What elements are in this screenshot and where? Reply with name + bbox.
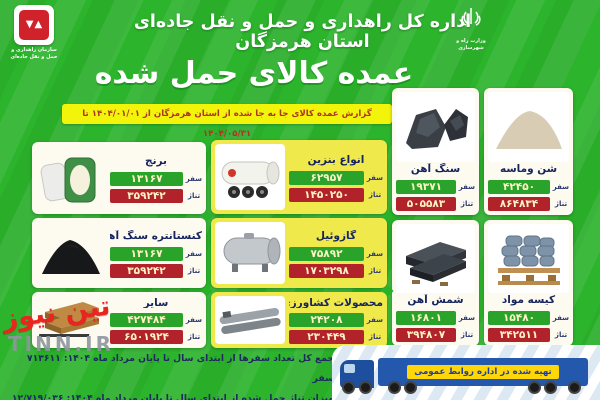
card-diesel: گازوئیل سفر ۷۵۸۹۲ تناژ ۱۷۰۳۲۹۸ bbox=[211, 218, 387, 288]
card-title: سنگ آهن bbox=[410, 163, 461, 175]
tonnage-value: ۶۵۰۱۹۲۴ bbox=[110, 330, 183, 344]
tonnage-label: تناژ bbox=[368, 266, 382, 275]
ministry-logo-caption: وزارت راه و شهرسازی bbox=[456, 38, 486, 51]
card-title: کنستانتره سنگ آهن bbox=[110, 229, 202, 242]
tonnage-value: ۳۵۹۲۴۲ bbox=[110, 263, 183, 278]
card-title: شمش آهن bbox=[407, 294, 464, 306]
trips-value: ۱۵۴۸۰ bbox=[488, 311, 550, 325]
tonnage-label: تناژ bbox=[368, 333, 382, 341]
tonnage-value: ۸۶۴۸۳۴ bbox=[488, 197, 550, 211]
trips-label: سفر bbox=[185, 316, 202, 324]
card-other: سایر سفر ۴۲۷۴۸۴ تناژ ۶۵۰۱۹۲۴ bbox=[32, 292, 206, 348]
ministry-logo-block: وزارت راه و شهرسازی bbox=[446, 6, 496, 51]
tonnage-value: ۱۴۵۰۲۵۰ bbox=[289, 187, 364, 202]
trips-value: ۴۲۴۵۰ bbox=[488, 180, 550, 194]
summary-tonnage-line: میزان تناژ حمل شده از ابتدای سال تا پایا… bbox=[11, 392, 334, 400]
truck-banner: تهیه شده در اداره روابط عمومی bbox=[407, 365, 559, 379]
tonnage-value: ۳۵۹۲۴۲ bbox=[110, 188, 183, 203]
trips-value: ۱۹۳۷۱ bbox=[396, 180, 456, 194]
tonnage-value: ۲۳۰۴۴۹ bbox=[289, 330, 364, 344]
truck-wheel bbox=[342, 381, 355, 394]
bags-pallet-image bbox=[488, 224, 569, 293]
card-title: محصولات کشاورزی bbox=[289, 297, 383, 308]
tonnage-label: تناژ bbox=[187, 333, 201, 341]
org-logo-block: ▲ ▼ سازمان راهداری و حمل و نقل جاده‌ای bbox=[6, 5, 62, 60]
truck-panel: تهیه شده در اداره روابط عمومی bbox=[332, 345, 600, 400]
org-logo: ▲ ▼ bbox=[14, 5, 54, 45]
sand-pile-image bbox=[488, 92, 569, 162]
trips-label: سفر bbox=[552, 314, 569, 322]
card-rice: برنج سفر ۱۳۱۶۷ تناژ ۳۵۹۲۴۲ bbox=[32, 142, 206, 214]
card-agricultural-products: محصولات کشاورزی سفر ۲۴۲۰۸ تناژ ۲۳۰۴۴۹ bbox=[211, 292, 387, 348]
trips-value: ۱۶۸۰۱ bbox=[396, 311, 456, 325]
tonnage-value: ۳۹۴۸۰۷ bbox=[396, 328, 456, 342]
tonnage-value: ۱۷۰۳۲۹۸ bbox=[289, 263, 364, 278]
card-gasoline: انواع بنزین سفر ۶۲۹۵۷ تناژ ۱۴۵۰۲۵۰ bbox=[211, 140, 387, 214]
iron-ingots-image bbox=[396, 224, 475, 293]
arrows-icon: ▲ ▼ bbox=[19, 10, 49, 40]
trips-value: ۱۳۱۶۷ bbox=[110, 171, 183, 186]
card-title: گازوئیل bbox=[315, 229, 357, 242]
trips-label: سفر bbox=[552, 183, 569, 191]
trips-label: سفر bbox=[366, 316, 383, 324]
header-title: اداره کل راهداری و حمل و نقل جاده‌ای است… bbox=[133, 12, 472, 52]
diesel-tank-image bbox=[215, 222, 285, 284]
tonnage-value: ۳۴۲۵۱۱ bbox=[488, 328, 550, 342]
truck-wheel bbox=[359, 381, 372, 394]
trips-label: سفر bbox=[366, 173, 383, 182]
iron-ore-image bbox=[396, 92, 475, 162]
agri-machine-image bbox=[215, 296, 285, 344]
trips-label: سفر bbox=[458, 314, 475, 322]
card-iron-ore: سنگ آهن سفر ۱۹۳۷۱ تناژ ۵۰۵۵۸۳ bbox=[392, 88, 479, 215]
card-title: برنج bbox=[145, 154, 167, 167]
summary-trips-line: جمع کل تعداد سفرها از ابتدای سال تا پایا… bbox=[27, 353, 334, 384]
trips-value: ۴۲۷۴۸۴ bbox=[110, 313, 183, 327]
org-logo-caption: سازمان راهداری و حمل و نقل جاده‌ای bbox=[10, 47, 58, 60]
truck-window bbox=[344, 364, 355, 373]
tonnage-label: تناژ bbox=[187, 266, 201, 275]
truck-wheel bbox=[528, 381, 541, 394]
fuel-tanker-image bbox=[215, 144, 285, 210]
tonnage-label: تناژ bbox=[554, 331, 568, 339]
trips-value: ۷۵۸۹۲ bbox=[289, 246, 364, 261]
card-title: سایر bbox=[143, 297, 169, 308]
tonnage-label: تناژ bbox=[460, 200, 474, 208]
wood-planks-image bbox=[36, 296, 106, 344]
tonnage-value: ۵۰۵۵۸۳ bbox=[396, 197, 456, 211]
card-title: کیسه مواد bbox=[501, 294, 556, 306]
tonnage-label: تناژ bbox=[187, 191, 201, 200]
truck-wheel bbox=[388, 381, 401, 394]
concentrate-pile-image bbox=[36, 222, 106, 284]
tonnage-label: تناژ bbox=[460, 331, 474, 339]
tonnage-label: تناژ bbox=[368, 190, 382, 199]
tonnage-label: تناژ bbox=[554, 200, 568, 208]
trips-label: سفر bbox=[366, 249, 383, 258]
card-sand-gravel: شن وماسه سفر ۴۲۴۵۰ تناژ ۸۶۴۸۳۴ bbox=[484, 88, 573, 215]
card-title: انواع بنزین bbox=[307, 153, 365, 166]
truck-wheel bbox=[544, 381, 557, 394]
card-iron-ingots: شمش آهن سفر ۱۶۸۰۱ تناژ ۳۹۴۸۰۷ bbox=[392, 220, 479, 346]
truck-wheel bbox=[404, 381, 417, 394]
watermark-latin: TINN.IR bbox=[8, 332, 114, 356]
trips-label: سفر bbox=[185, 174, 202, 183]
truck-wheel bbox=[568, 381, 581, 394]
trips-value: ۲۴۲۰۸ bbox=[289, 313, 364, 327]
trips-value: ۱۳۱۶۷ bbox=[110, 246, 183, 261]
trips-label: سفر bbox=[458, 183, 475, 191]
card-material-bags: کیسه مواد سفر ۱۵۴۸۰ تناژ ۳۴۲۵۱۱ bbox=[484, 220, 573, 346]
report-subtitle: گزارش عمده کالای جا به جا شده از استان ه… bbox=[62, 104, 392, 139]
ministry-emblem-icon bbox=[460, 8, 482, 36]
rice-sacks-image bbox=[36, 146, 106, 210]
summary-block: جمع کل تعداد سفرها از ابتدای سال تا پایا… bbox=[4, 349, 334, 400]
page-title: عمده کالای حمل شده bbox=[94, 56, 414, 91]
trips-label: سفر bbox=[185, 249, 202, 258]
card-title: شن وماسه bbox=[499, 163, 558, 175]
trips-value: ۶۲۹۵۷ bbox=[289, 170, 364, 185]
